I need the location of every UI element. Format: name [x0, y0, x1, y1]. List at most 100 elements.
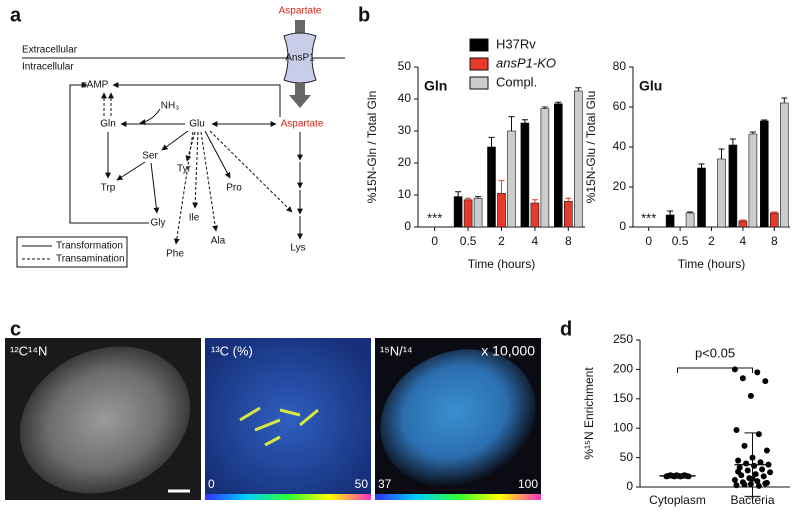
y-tick-label: 0 [619, 219, 626, 233]
error-bar [498, 180, 505, 194]
x-tick-label: 0.5 [460, 234, 477, 248]
color-scale [375, 494, 541, 500]
error-bar [555, 101, 562, 104]
image-label: ¹³C (%) [211, 343, 253, 358]
annotation: *** [641, 210, 656, 225]
arrow [116, 161, 146, 181]
y-tick-label: 250 [613, 332, 633, 346]
transport-arrow [295, 83, 305, 95]
compartment-label: Extracellular [22, 45, 78, 56]
bar [530, 202, 540, 228]
sd-bar [744, 432, 761, 497]
bar [738, 220, 748, 228]
arrow [139, 108, 161, 126]
image-label: ¹²C¹⁴N [10, 343, 47, 358]
y-tick-label: 40 [613, 139, 627, 153]
point [733, 426, 740, 433]
point [744, 467, 751, 474]
bar [717, 158, 726, 228]
arrow [161, 130, 189, 151]
x-tick-label: 2 [708, 234, 715, 248]
legend-swatch [469, 38, 489, 52]
error-bar [698, 163, 705, 168]
microscopy-images: ¹²C¹⁴N ¹³C (%) 0 50 ¹⁵N/¹⁴ x 10,000 37 1… [5, 338, 541, 500]
image-label: x 10,000 [481, 343, 535, 359]
point [741, 481, 748, 488]
y-tick-label: 0 [404, 219, 411, 233]
error-bar [508, 116, 515, 131]
node-label: Gln [100, 119, 116, 130]
point [763, 447, 770, 454]
x-tick-label: 0 [645, 234, 652, 248]
bar [507, 130, 516, 228]
x-tick-label: 0.5 [672, 234, 689, 248]
point [757, 459, 764, 466]
node-label: Ala [211, 236, 226, 247]
point [733, 482, 740, 489]
compartment-label: Intracellular [22, 62, 74, 73]
node-label: Pro [226, 183, 242, 194]
point [747, 392, 754, 399]
node-label: Gly [151, 218, 166, 229]
node-label: Aspartate [281, 119, 324, 130]
point [767, 469, 774, 476]
point [752, 471, 759, 478]
bar [665, 214, 675, 228]
node-label: Lys [290, 243, 305, 254]
error-bar [541, 106, 548, 109]
scale-label: 37 [378, 477, 392, 491]
image-label: ¹⁵N/¹⁴ [380, 343, 413, 358]
arrow [204, 130, 231, 179]
bar [540, 108, 550, 228]
arrow [185, 131, 196, 162]
bar [759, 120, 769, 228]
bar [748, 133, 758, 228]
node-label: Aspartate [279, 6, 322, 17]
legend-swatch [469, 57, 489, 71]
y-tick-label: 40 [398, 91, 412, 105]
point [741, 442, 748, 449]
point [755, 482, 762, 489]
legend-swatch [469, 76, 489, 90]
error-bar [475, 196, 482, 199]
node-label: Tyr [177, 164, 192, 175]
error-bar [667, 210, 674, 215]
point [760, 473, 767, 480]
point [731, 476, 738, 483]
node-label: Ile [189, 213, 200, 224]
point [731, 366, 738, 373]
x-tick-label: Bacteria [730, 493, 774, 507]
point [735, 457, 742, 464]
y-tick-label: 200 [613, 362, 633, 376]
legend-label: ansP1-KO [496, 55, 556, 70]
node-label: cAMP [82, 80, 109, 91]
bar [728, 144, 738, 228]
annotation: *** [427, 210, 442, 225]
y-tick-label: 100 [613, 420, 633, 434]
bar [453, 196, 463, 228]
y-axis-label: %15N-Glu / Total Glu [584, 91, 598, 204]
bar [769, 212, 779, 228]
y-tick-label: 80 [613, 59, 627, 73]
pathway-diagram: Aspartate AnsP1 Extracellular Intracellu… [16, 6, 345, 268]
error-bar [761, 119, 768, 121]
transporter [283, 32, 317, 84]
scale-label: 0 [208, 477, 215, 491]
transport-arrow [295, 20, 305, 38]
error-bar [565, 197, 572, 202]
y-tick-label: 20 [398, 155, 412, 169]
y-axis-label: %15N-Gln / Total Gln [365, 91, 379, 204]
arrow [192, 131, 199, 209]
bar [563, 201, 573, 228]
node-label: Phe [166, 249, 184, 260]
annotation: p<0.05 [695, 345, 735, 360]
legend-label: Transamination [56, 254, 125, 265]
bar [520, 122, 530, 228]
bar [473, 197, 483, 228]
node-label: Trp [101, 183, 116, 194]
chart-title: Gln [424, 78, 447, 94]
point [735, 468, 742, 475]
panel-label: c [10, 318, 21, 340]
bar [487, 146, 496, 228]
